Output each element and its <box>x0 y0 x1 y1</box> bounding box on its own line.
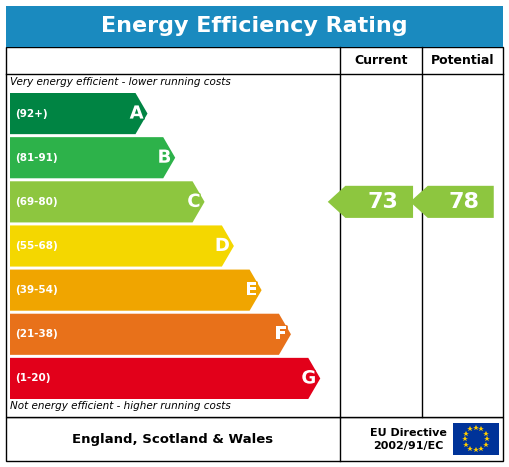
Text: C: C <box>187 193 201 211</box>
Bar <box>6 6 503 47</box>
Text: A: A <box>130 105 144 122</box>
Text: D: D <box>215 237 230 255</box>
Text: F: F <box>275 325 287 343</box>
Text: EU Directive: EU Directive <box>370 428 446 438</box>
Text: (39-54): (39-54) <box>15 285 58 295</box>
Bar <box>6 417 503 461</box>
Text: Current: Current <box>354 54 408 67</box>
Text: Not energy efficient - higher running costs: Not energy efficient - higher running co… <box>10 401 231 411</box>
Text: England, Scotland & Wales: England, Scotland & Wales <box>72 432 273 446</box>
Text: Potential: Potential <box>431 54 494 67</box>
Text: (1-20): (1-20) <box>15 374 50 383</box>
Polygon shape <box>10 358 320 399</box>
Text: G: G <box>301 369 316 388</box>
Bar <box>6 47 503 417</box>
Text: 2002/91/EC: 2002/91/EC <box>373 441 443 451</box>
Text: (55-68): (55-68) <box>15 241 58 251</box>
Text: Energy Efficiency Rating: Energy Efficiency Rating <box>101 16 408 36</box>
Polygon shape <box>10 137 175 178</box>
Text: E: E <box>245 281 258 299</box>
Text: (69-80): (69-80) <box>15 197 58 207</box>
Polygon shape <box>328 186 413 218</box>
Text: 78: 78 <box>448 192 479 212</box>
Text: 73: 73 <box>367 192 398 212</box>
Polygon shape <box>410 186 494 218</box>
Text: (21-38): (21-38) <box>15 329 58 340</box>
Polygon shape <box>10 93 148 134</box>
Text: B: B <box>158 149 171 167</box>
Bar <box>453 423 499 455</box>
Polygon shape <box>10 314 291 355</box>
Text: (92+): (92+) <box>15 108 48 119</box>
Polygon shape <box>10 226 234 267</box>
Text: Very energy efficient - lower running costs: Very energy efficient - lower running co… <box>10 77 231 87</box>
Polygon shape <box>10 181 205 222</box>
Text: (81-91): (81-91) <box>15 153 58 163</box>
Polygon shape <box>10 269 262 311</box>
